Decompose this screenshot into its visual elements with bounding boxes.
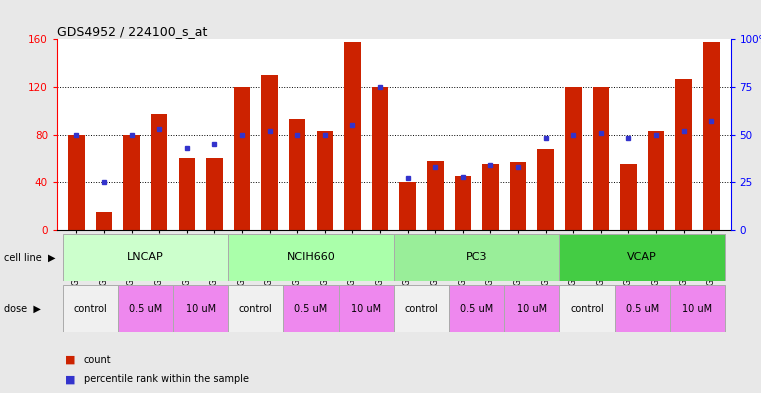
Bar xyxy=(317,131,333,230)
Text: VCAP: VCAP xyxy=(627,252,657,263)
Text: 10 uM: 10 uM xyxy=(683,303,712,314)
Text: 0.5 uM: 0.5 uM xyxy=(626,303,659,314)
Bar xyxy=(615,285,670,332)
Bar xyxy=(173,285,228,332)
Bar xyxy=(510,162,527,230)
Bar xyxy=(344,42,361,230)
Text: cell line  ▶: cell line ▶ xyxy=(4,252,56,263)
Bar xyxy=(206,158,223,230)
Bar xyxy=(482,164,498,230)
Bar xyxy=(283,285,339,332)
Bar xyxy=(394,234,559,281)
Bar xyxy=(289,119,305,230)
Bar xyxy=(394,285,449,332)
Bar xyxy=(371,87,388,230)
Text: ■: ■ xyxy=(65,354,75,365)
Bar xyxy=(123,134,140,230)
Text: 10 uM: 10 uM xyxy=(517,303,547,314)
Text: dose  ▶: dose ▶ xyxy=(4,303,40,314)
Bar xyxy=(234,87,250,230)
Bar xyxy=(559,285,615,332)
Bar xyxy=(261,75,278,230)
Text: control: control xyxy=(405,303,438,314)
Text: PC3: PC3 xyxy=(466,252,487,263)
Bar xyxy=(648,131,664,230)
Bar xyxy=(675,79,692,230)
Text: GDS4952 / 224100_s_at: GDS4952 / 224100_s_at xyxy=(57,25,208,38)
Bar xyxy=(449,285,505,332)
Bar xyxy=(703,42,719,230)
Text: count: count xyxy=(84,354,111,365)
Bar xyxy=(400,182,416,230)
Bar xyxy=(151,114,167,230)
Text: control: control xyxy=(570,303,604,314)
Bar xyxy=(179,158,195,230)
Bar xyxy=(118,285,173,332)
Text: ■: ■ xyxy=(65,374,75,384)
Bar xyxy=(537,149,554,230)
Text: percentile rank within the sample: percentile rank within the sample xyxy=(84,374,249,384)
Text: 10 uM: 10 uM xyxy=(351,303,381,314)
Bar xyxy=(427,161,444,230)
Bar xyxy=(565,87,581,230)
Bar xyxy=(228,234,394,281)
Bar xyxy=(96,212,113,230)
Text: 0.5 uM: 0.5 uM xyxy=(295,303,328,314)
Bar xyxy=(620,164,637,230)
Bar xyxy=(228,285,283,332)
Text: 0.5 uM: 0.5 uM xyxy=(460,303,493,314)
Bar xyxy=(62,285,118,332)
Text: NCIH660: NCIH660 xyxy=(287,252,336,263)
Text: control: control xyxy=(239,303,272,314)
Bar xyxy=(593,87,609,230)
Text: LNCAP: LNCAP xyxy=(127,252,164,263)
Bar xyxy=(559,234,725,281)
Bar xyxy=(454,176,471,230)
Bar xyxy=(62,234,228,281)
Bar xyxy=(339,285,394,332)
Bar xyxy=(68,134,84,230)
Bar xyxy=(505,285,559,332)
Text: control: control xyxy=(73,303,107,314)
Text: 10 uM: 10 uM xyxy=(186,303,215,314)
Text: 0.5 uM: 0.5 uM xyxy=(129,303,162,314)
Bar xyxy=(670,285,725,332)
